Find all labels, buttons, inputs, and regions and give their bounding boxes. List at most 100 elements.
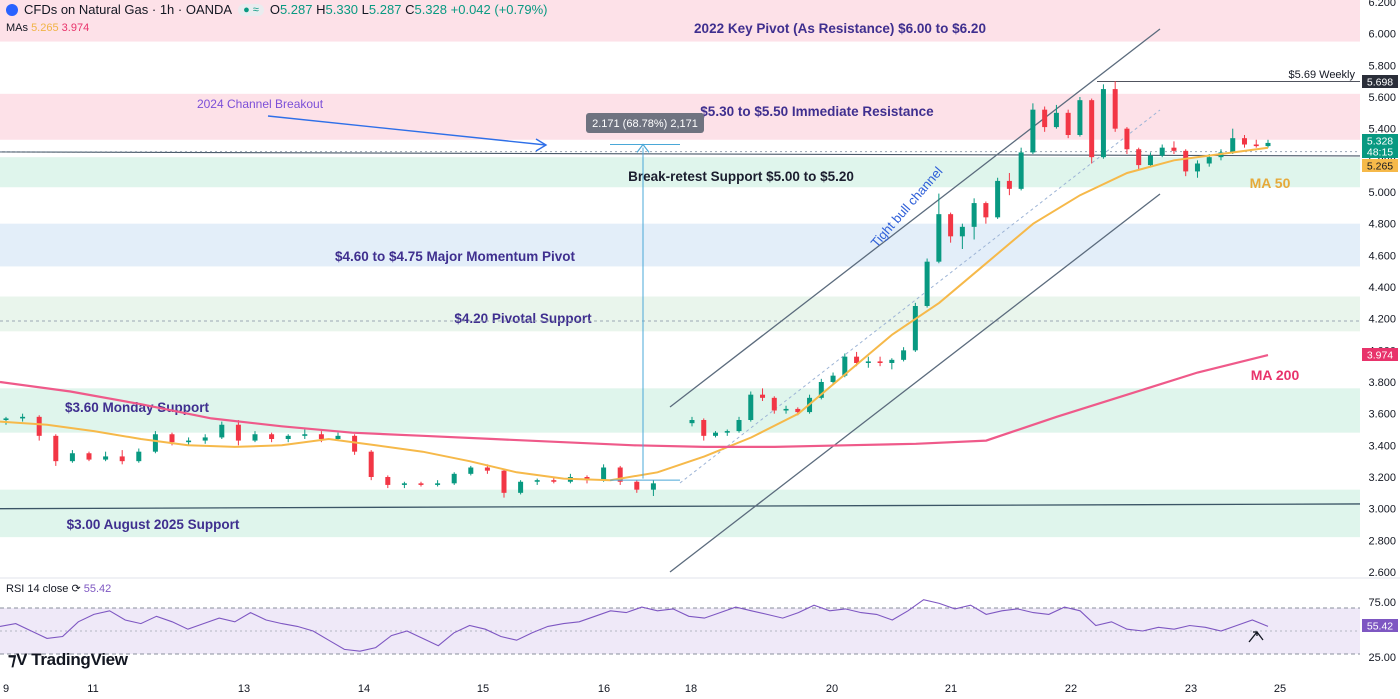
price-badge-4: 3.974 [1367, 350, 1393, 362]
candle-body-1 [20, 416, 26, 419]
candle-42 [713, 431, 719, 438]
measure-label-bg [586, 113, 704, 133]
candle-58 [901, 347, 907, 362]
y-tick-16: 3.000 [1368, 504, 1396, 516]
y-tick-2: 5.800 [1368, 60, 1396, 72]
candle-body-39 [650, 483, 656, 490]
tradingview-logo[interactable]: ⁊V TradingView [8, 650, 128, 670]
zone-label-0: 2022 Key Pivot (As Resistance) $6.00 to … [694, 21, 986, 36]
candle-89 [1265, 139, 1271, 148]
price-badge-2: 48:15 [1367, 147, 1393, 159]
tradingview-logo-icon: ⁊V [8, 650, 28, 669]
candle-71 [1053, 104, 1059, 129]
ma50-line [0, 146, 1269, 482]
candle-body-11 [186, 440, 192, 443]
candle-body-52 [830, 375, 836, 382]
annotation-weekly: $5.69 Weekly [1289, 69, 1356, 81]
candle-62 [948, 212, 954, 243]
candle-body-78 [1136, 149, 1142, 166]
ohlc-close-value: 5.328 [414, 2, 448, 17]
x-tick-2: 13 [238, 683, 250, 695]
candle-body-80 [1159, 147, 1165, 156]
candle-body-44 [736, 420, 742, 432]
candle-body-60 [924, 261, 930, 306]
candle-2 [36, 415, 42, 441]
candle-body-21 [352, 435, 358, 452]
y-tick-13: 3.600 [1368, 409, 1396, 421]
candle-body-19 [318, 434, 324, 439]
zone-label-3: $4.60 to $4.75 Major Momentum Pivot [335, 249, 576, 264]
candle-body-31 [518, 481, 524, 493]
candle-body-33 [551, 480, 557, 482]
candle-body-27 [451, 473, 457, 484]
y-tick-10: 4.200 [1368, 314, 1396, 326]
channel-mid-line [679, 109, 1161, 484]
eye-toggle-icon[interactable]: ● ≈ [238, 3, 264, 16]
candle-body-74 [1089, 100, 1095, 158]
candle-body-26 [435, 483, 441, 485]
candle-75 [1100, 84, 1106, 159]
candle-27 [451, 472, 457, 485]
ma50-legend-value: 5.265 [31, 22, 59, 34]
price-badge-bg-3 [1362, 159, 1398, 172]
candle-body-0 [3, 418, 9, 420]
candle-23 [385, 475, 391, 489]
candle-body-28 [468, 467, 474, 474]
price-badge-bg-4 [1362, 348, 1398, 361]
rsi-legend[interactable]: RSI 14 close ⟳ 55.42 [6, 582, 111, 595]
candle-body-43 [724, 431, 730, 433]
candle-8 [136, 448, 142, 463]
candle-body-69 [1030, 109, 1036, 153]
x-tick-10: 23 [1185, 683, 1197, 695]
annotation-ma200: MA 200 [1251, 367, 1300, 383]
candle-body-9 [152, 434, 158, 452]
measure-label: 2.171 (68.78%) 2,171 [592, 118, 698, 130]
candle-body-25 [418, 483, 424, 485]
candle-body-8 [136, 451, 142, 462]
candle-40 [689, 416, 695, 427]
candle-body-47 [771, 397, 777, 411]
candle-41 [701, 418, 707, 441]
breakout-arrow-line [267, 115, 547, 146]
candle-body-40 [689, 420, 695, 424]
candle-body-63 [959, 226, 965, 237]
brand-name: TradingView [31, 650, 128, 669]
candle-body-77 [1124, 128, 1130, 150]
y-tick-14: 3.400 [1368, 440, 1396, 452]
ohlc-close-key: C [405, 2, 415, 17]
x-tick-7: 20 [826, 683, 838, 695]
ma200-legend-value: 3.974 [61, 22, 90, 34]
mas-label: MAs [6, 22, 28, 34]
rsi-legend-value: 55.42 [83, 583, 112, 595]
x-tick-0: 9 [3, 683, 9, 695]
x-tick-3: 14 [358, 683, 370, 695]
y-tick-9: 4.400 [1368, 282, 1396, 294]
channel-upper-line [669, 28, 1161, 408]
candle-48 [783, 405, 789, 414]
candle-body-36 [601, 467, 607, 481]
candle-73 [1077, 97, 1083, 137]
candle-51 [818, 378, 824, 400]
rsi-badge: 55.42 [1367, 621, 1393, 633]
candle-0 [3, 416, 9, 425]
rsi-line [0, 599, 1269, 652]
symbol-logo-icon [6, 3, 18, 16]
x-tick-9: 22 [1065, 683, 1077, 695]
candle-18 [302, 429, 308, 439]
chart-title[interactable]: CFDs on Natural Gas · 1h · OANDA [24, 2, 233, 17]
candle-70 [1042, 106, 1048, 132]
rsi-arrow-icon [1248, 630, 1264, 643]
x-tick-5: 16 [598, 683, 610, 695]
candle-31 [518, 480, 524, 495]
candle-body-79 [1147, 155, 1153, 166]
moving-averages-legend[interactable]: MAs 5.265 3.974 [6, 22, 89, 34]
candle-3 [53, 434, 59, 466]
y-tick-17: 2.800 [1368, 535, 1396, 547]
annotation-channel-breakout: 2024 Channel Breakout [197, 97, 324, 111]
x-tick-6: 18 [685, 683, 697, 695]
candle-68 [1018, 147, 1024, 191]
rsi-settings-icon[interactable]: ⟳ [71, 583, 81, 595]
x-tick-8: 21 [945, 683, 957, 695]
channel-lower-line [669, 193, 1161, 573]
candle-11 [186, 437, 192, 446]
